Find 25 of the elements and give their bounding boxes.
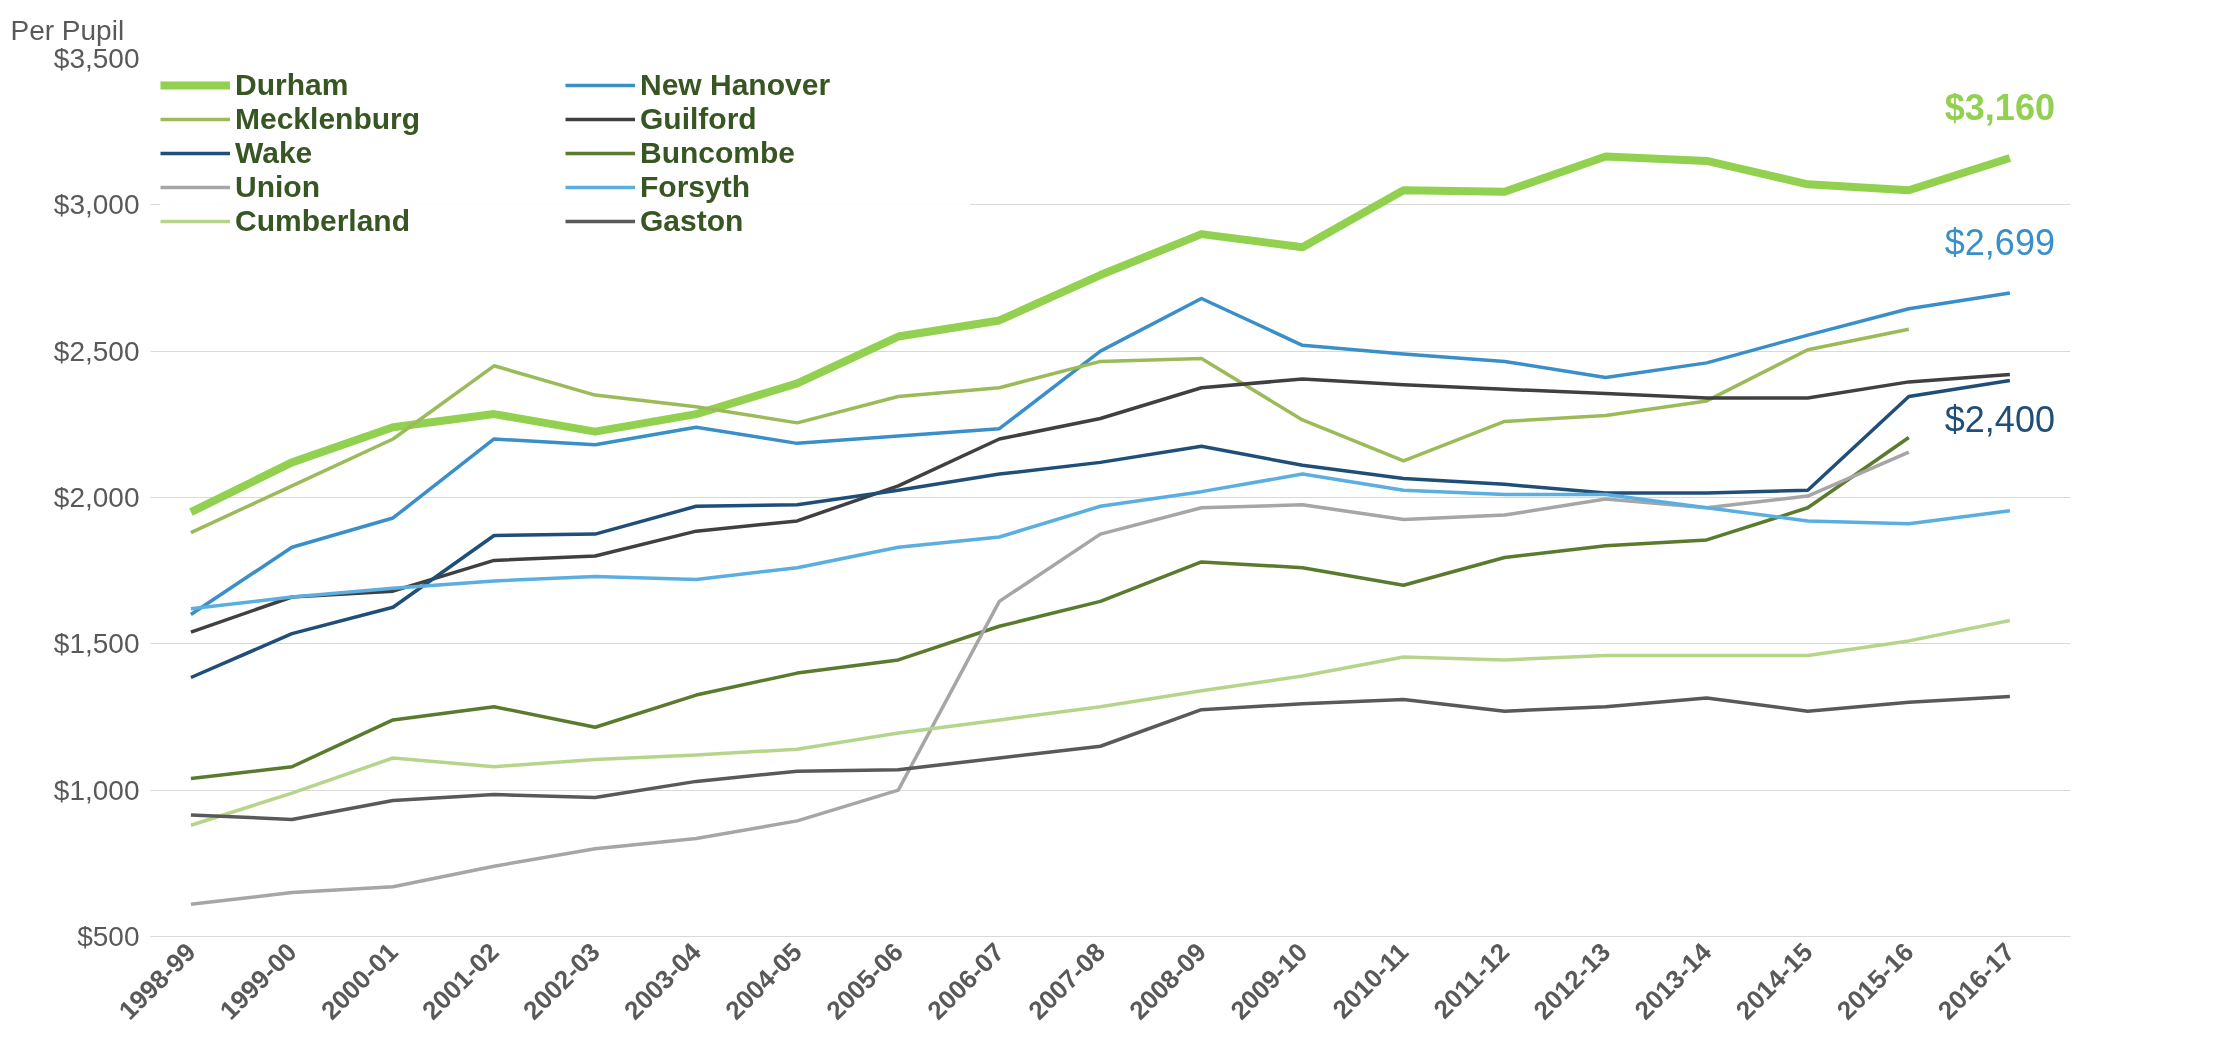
line-series [189, 472, 2012, 611]
legend-label: Gaston [640, 204, 745, 238]
y-tick-label: $2,000 [53, 482, 140, 513]
y-tick-label: $1,500 [53, 628, 140, 660]
legend-label: Wake [235, 136, 314, 170]
legend-label: Guilford [640, 102, 758, 136]
y-tick-label: $2,500 [53, 335, 140, 367]
line-series [189, 694, 2012, 822]
legend-label: Cumberland [235, 204, 412, 238]
line-series [189, 450, 1911, 907]
y-tick-label: $1,000 [53, 774, 140, 806]
y-tick-label: $3,000 [53, 189, 140, 221]
legend-label: Forsyth [640, 170, 751, 204]
legend-label: Union [235, 170, 321, 204]
data-label: $2,699 [1944, 221, 2055, 263]
legend-label: Buncombe [640, 136, 796, 170]
line-series [189, 435, 1911, 781]
legend-label: Durham [235, 68, 350, 102]
data-label: $2,400 [1944, 399, 2055, 441]
line-series [189, 327, 1911, 535]
data-label: $3,160 [1944, 87, 2055, 129]
legend-label: New Hanover [640, 68, 832, 102]
legend-label: Mecklenburg [235, 102, 422, 136]
line-series [189, 618, 2012, 828]
y-axis-title: Per Pupil [10, 15, 125, 46]
